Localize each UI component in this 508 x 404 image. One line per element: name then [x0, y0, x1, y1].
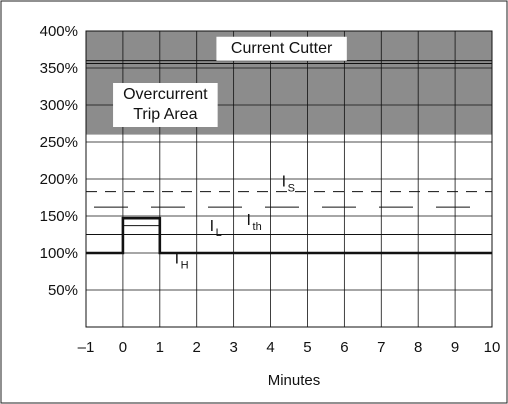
series-label: I: [282, 173, 286, 190]
y-tick-label: 100%: [40, 245, 78, 262]
x-tick-label: 10: [484, 339, 501, 356]
region-label: Current Cutter: [231, 40, 333, 57]
x-tick-label: 9: [451, 339, 459, 356]
series-label-subscript: H: [181, 259, 189, 271]
x-tick-label: 3: [229, 339, 237, 356]
x-tick-label: 6: [340, 339, 348, 356]
x-axis-label: Minutes: [268, 372, 321, 389]
x-tick-label: 5: [303, 339, 311, 356]
y-tick-label: 150%: [40, 208, 78, 225]
x-tick-label: 4: [266, 339, 274, 356]
y-tick-label: 300%: [40, 97, 78, 114]
x-tick-label: 8: [414, 339, 422, 356]
series-label-subscript: L: [216, 227, 222, 239]
y-tick-label: 400%: [40, 23, 78, 40]
y-tick-label: 350%: [40, 60, 78, 77]
x-tick-label: 2: [193, 339, 201, 356]
region-label: Trip Area: [133, 106, 197, 123]
x-tick-label: 0: [119, 339, 127, 356]
x-tick-label: –1: [78, 339, 95, 356]
y-tick-label: 50%: [48, 282, 78, 299]
series-label: I: [210, 218, 214, 235]
series-label: I: [175, 250, 179, 267]
y-tick-label: 200%: [40, 171, 78, 188]
x-tick-label: 1: [156, 339, 164, 356]
series-label-subscript: S: [288, 182, 295, 194]
series-label-subscript: th: [253, 221, 262, 233]
x-tick-label: 7: [377, 339, 385, 356]
y-tick-label: 250%: [40, 134, 78, 151]
region-label: Overcurrent: [123, 86, 208, 103]
series-label: I: [247, 212, 251, 229]
